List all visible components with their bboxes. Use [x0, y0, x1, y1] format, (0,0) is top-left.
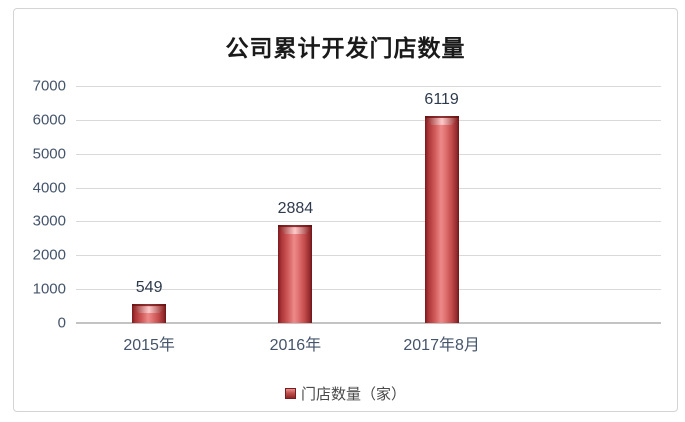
y-tick-label: 4000 — [32, 179, 66, 197]
legend-marker-square-icon — [284, 388, 296, 399]
y-tick-label: 6000 — [32, 111, 66, 129]
gridline — [76, 86, 661, 87]
bar-value-label: 2884 — [277, 200, 314, 218]
bar — [132, 304, 167, 323]
bar-slot-2016: 2884 — [222, 86, 368, 323]
y-tick-label: 0 — [57, 314, 66, 332]
legend-label: 门店数量（家） — [300, 386, 406, 403]
y-axis: 7000 6000 5000 4000 3000 2000 1000 0 — [14, 78, 68, 332]
x-tick-label: 2017年8月 — [403, 337, 480, 354]
bar-value-label: 6119 — [424, 90, 459, 108]
plot-area: 549 2884 6119 — [76, 86, 661, 324]
gridline — [76, 119, 661, 121]
y-tick-label: 7000 — [32, 77, 66, 95]
bar — [278, 225, 313, 323]
x-axis: 2015年 2016年 2017年8月 — [76, 331, 661, 355]
y-tick-label: 5000 — [32, 145, 66, 163]
gridline — [76, 153, 661, 155]
bars: 549 2884 6119 — [76, 86, 661, 323]
bar-slot-2015: 549 — [76, 86, 222, 323]
bar-slot-2017-8: 6119 — [369, 86, 515, 323]
x-tick-label-empty — [515, 331, 661, 355]
x-tick-label: 2016年 — [269, 337, 322, 354]
x-axis-line — [76, 322, 661, 324]
bar-value-label: 549 — [135, 279, 163, 297]
chart-title: 公司累计开发门店数量 — [225, 35, 466, 62]
gridline — [76, 221, 661, 223]
y-tick-label: 3000 — [32, 212, 66, 230]
bar-slot-empty — [515, 86, 661, 323]
x-tick-label: 2015年 — [123, 337, 175, 354]
y-tick-label: 1000 — [32, 280, 66, 298]
gridline — [76, 289, 661, 291]
gridline — [76, 187, 661, 189]
bar — [424, 115, 459, 323]
legend: 门店数量（家） — [14, 383, 677, 404]
y-tick-label: 2000 — [32, 246, 66, 264]
chart-frame: 公司累计开发门店数量 7000 6000 5000 4000 3000 2000… — [13, 8, 678, 412]
gridline — [76, 255, 661, 257]
